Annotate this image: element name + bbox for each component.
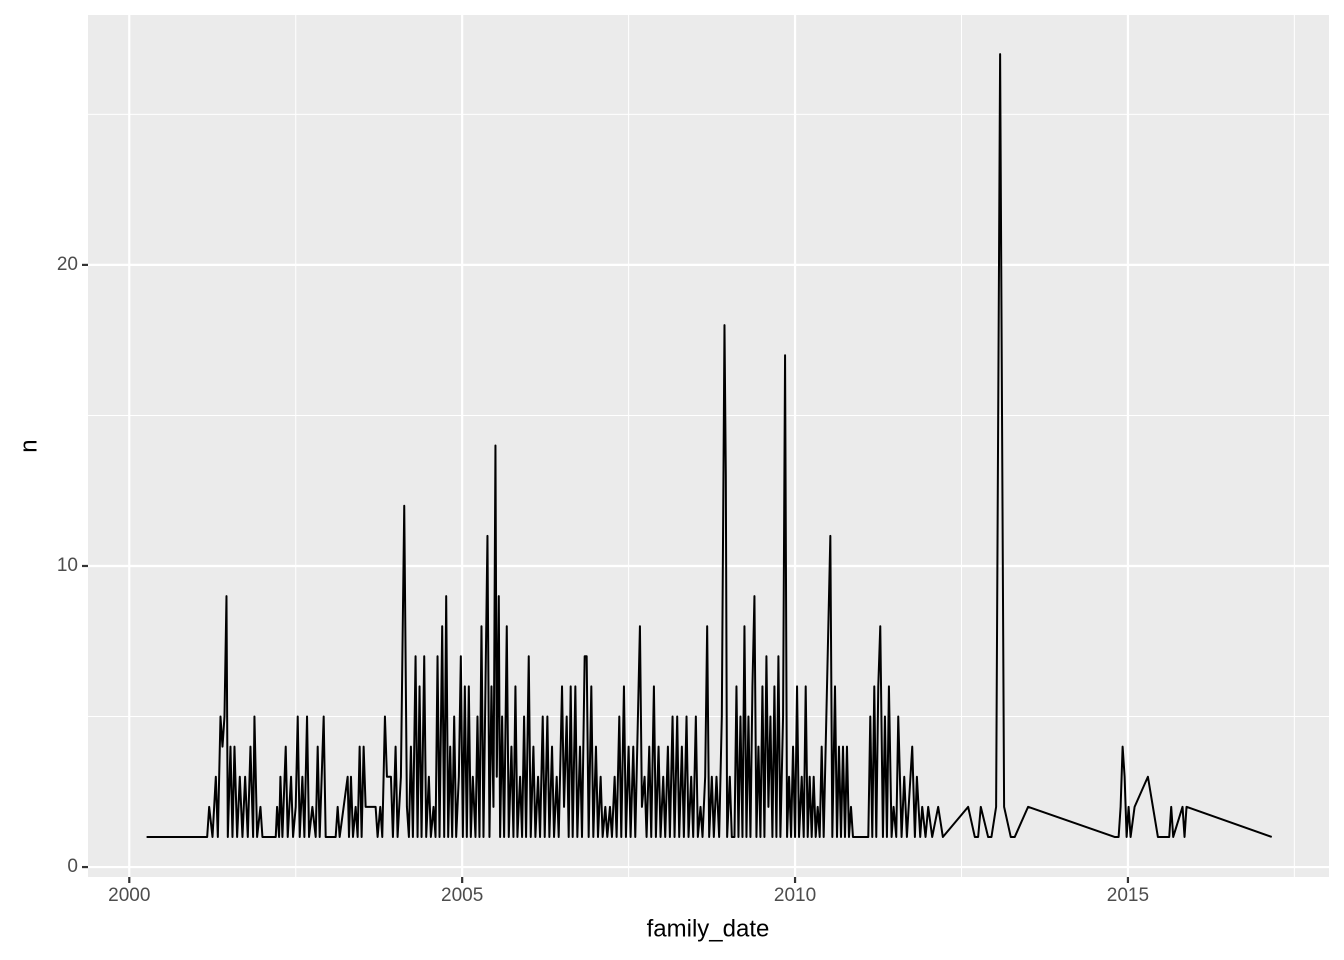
line — [146, 53, 1273, 838]
x-tick-label: 2015 — [1107, 885, 1149, 906]
y-tick-label: 10 — [57, 555, 78, 576]
x-tick-label: 2010 — [774, 885, 816, 906]
x-axis-title: family_date — [647, 915, 770, 942]
x-tick-label: 2000 — [108, 885, 150, 906]
x-tick-label: 2005 — [441, 885, 483, 906]
y-axis-title: n — [15, 439, 42, 452]
y-tick-label: 0 — [67, 856, 78, 877]
y-tick-label: 20 — [57, 254, 78, 275]
